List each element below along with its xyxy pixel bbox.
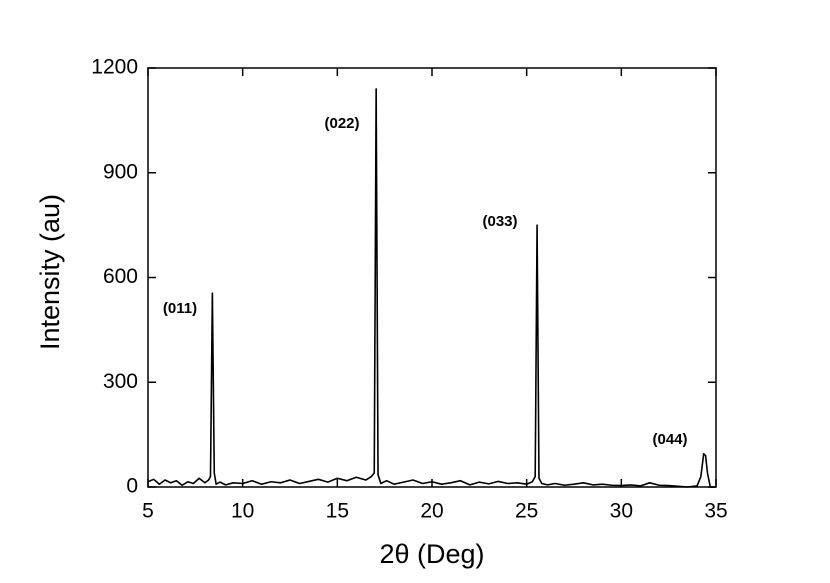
plot-frame xyxy=(147,67,717,488)
x-axis-title: 2θ (Deg) xyxy=(379,539,484,569)
y-tick-label: 900 xyxy=(103,160,138,183)
x-tick-label: 20 xyxy=(420,500,443,523)
peak-label: (044) xyxy=(652,431,687,448)
x-tick-label: 10 xyxy=(231,500,254,523)
x-tick-label: 25 xyxy=(515,500,538,523)
data-line xyxy=(147,88,716,488)
peak-label: (022) xyxy=(324,115,359,132)
x-tick-label: 35 xyxy=(704,500,727,523)
y-tick-label: 300 xyxy=(103,370,138,393)
x-tick-label: 15 xyxy=(326,500,349,523)
y-axis-title: Intensity (au) xyxy=(35,194,65,350)
y-tick-label: 1200 xyxy=(91,56,138,79)
x-tick-label: 5 xyxy=(142,500,154,523)
peak-label: (011) xyxy=(163,300,197,317)
x-tick-label: 30 xyxy=(610,500,633,523)
y-tick-label: 0 xyxy=(126,475,138,498)
y-tick-label: 600 xyxy=(103,265,138,288)
peak-label: (033) xyxy=(482,213,517,230)
